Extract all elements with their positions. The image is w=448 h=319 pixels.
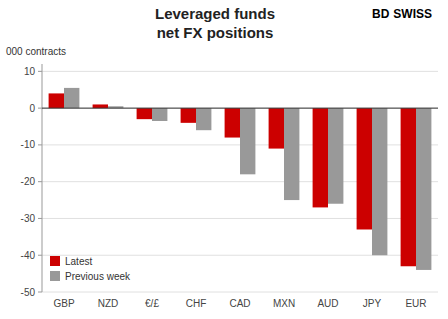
x-tick-label: €/£ — [145, 298, 159, 309]
bar — [328, 108, 343, 204]
x-tick-label: EUR — [405, 298, 426, 309]
y-tick — [38, 71, 42, 72]
x-tick-label: GBP — [53, 298, 74, 309]
y-tick — [38, 181, 42, 182]
zero-line — [42, 108, 438, 109]
x-tick-label: NZD — [98, 298, 119, 309]
x-tick-label: CHF — [186, 298, 207, 309]
grid — [42, 71, 438, 292]
bar — [225, 108, 240, 137]
bar — [49, 93, 64, 108]
y-axis-label: 000 contracts — [6, 46, 66, 57]
bar — [357, 108, 372, 229]
bar — [416, 108, 431, 270]
bar — [93, 104, 108, 108]
x-tick-label: CAD — [229, 298, 250, 309]
bar — [196, 108, 211, 130]
title: Leveraged funds — [155, 5, 275, 22]
annotation: SWISS — [393, 7, 432, 21]
x-tick-label: JPY — [363, 298, 382, 309]
annotation: BD — [372, 7, 390, 21]
bar — [152, 108, 167, 121]
bar — [64, 88, 79, 108]
y-tick — [38, 108, 42, 109]
legend: Latest Previous week — [50, 256, 131, 282]
y-tick-label: -30 — [21, 213, 36, 224]
legend-swatch — [50, 271, 60, 281]
y-tick-label: -10 — [21, 139, 36, 150]
x-tick-label: AUD — [317, 298, 338, 309]
bar — [269, 108, 284, 148]
bar — [401, 108, 416, 266]
grid-line — [42, 108, 438, 109]
x-tick-label: MXN — [273, 298, 295, 309]
y-tick — [38, 292, 42, 293]
y-tick-label: 0 — [29, 103, 35, 114]
bar — [137, 108, 152, 119]
legend-label: Previous week — [65, 271, 131, 282]
y-tick-label: -40 — [21, 250, 36, 261]
subtitle: net FX positions — [157, 24, 274, 41]
bars — [49, 88, 432, 270]
bar — [313, 108, 328, 207]
bar — [284, 108, 299, 200]
bar — [372, 108, 387, 255]
y-tick-label: -20 — [21, 176, 36, 187]
y-tick — [38, 144, 42, 145]
bar — [181, 108, 196, 123]
y-axis-line — [42, 64, 43, 292]
grid-line — [42, 292, 438, 293]
chart: Leveraged fundsnet FX positionsBDSWISS00… — [0, 0, 448, 319]
y-tick — [38, 218, 42, 219]
y-tick — [38, 255, 42, 256]
bar — [240, 108, 255, 174]
grid-line — [42, 71, 438, 72]
y-tick-label: -50 — [21, 287, 36, 298]
legend-label: Latest — [65, 256, 92, 267]
y-tick-label: 10 — [24, 66, 36, 77]
legend-swatch — [50, 256, 60, 266]
